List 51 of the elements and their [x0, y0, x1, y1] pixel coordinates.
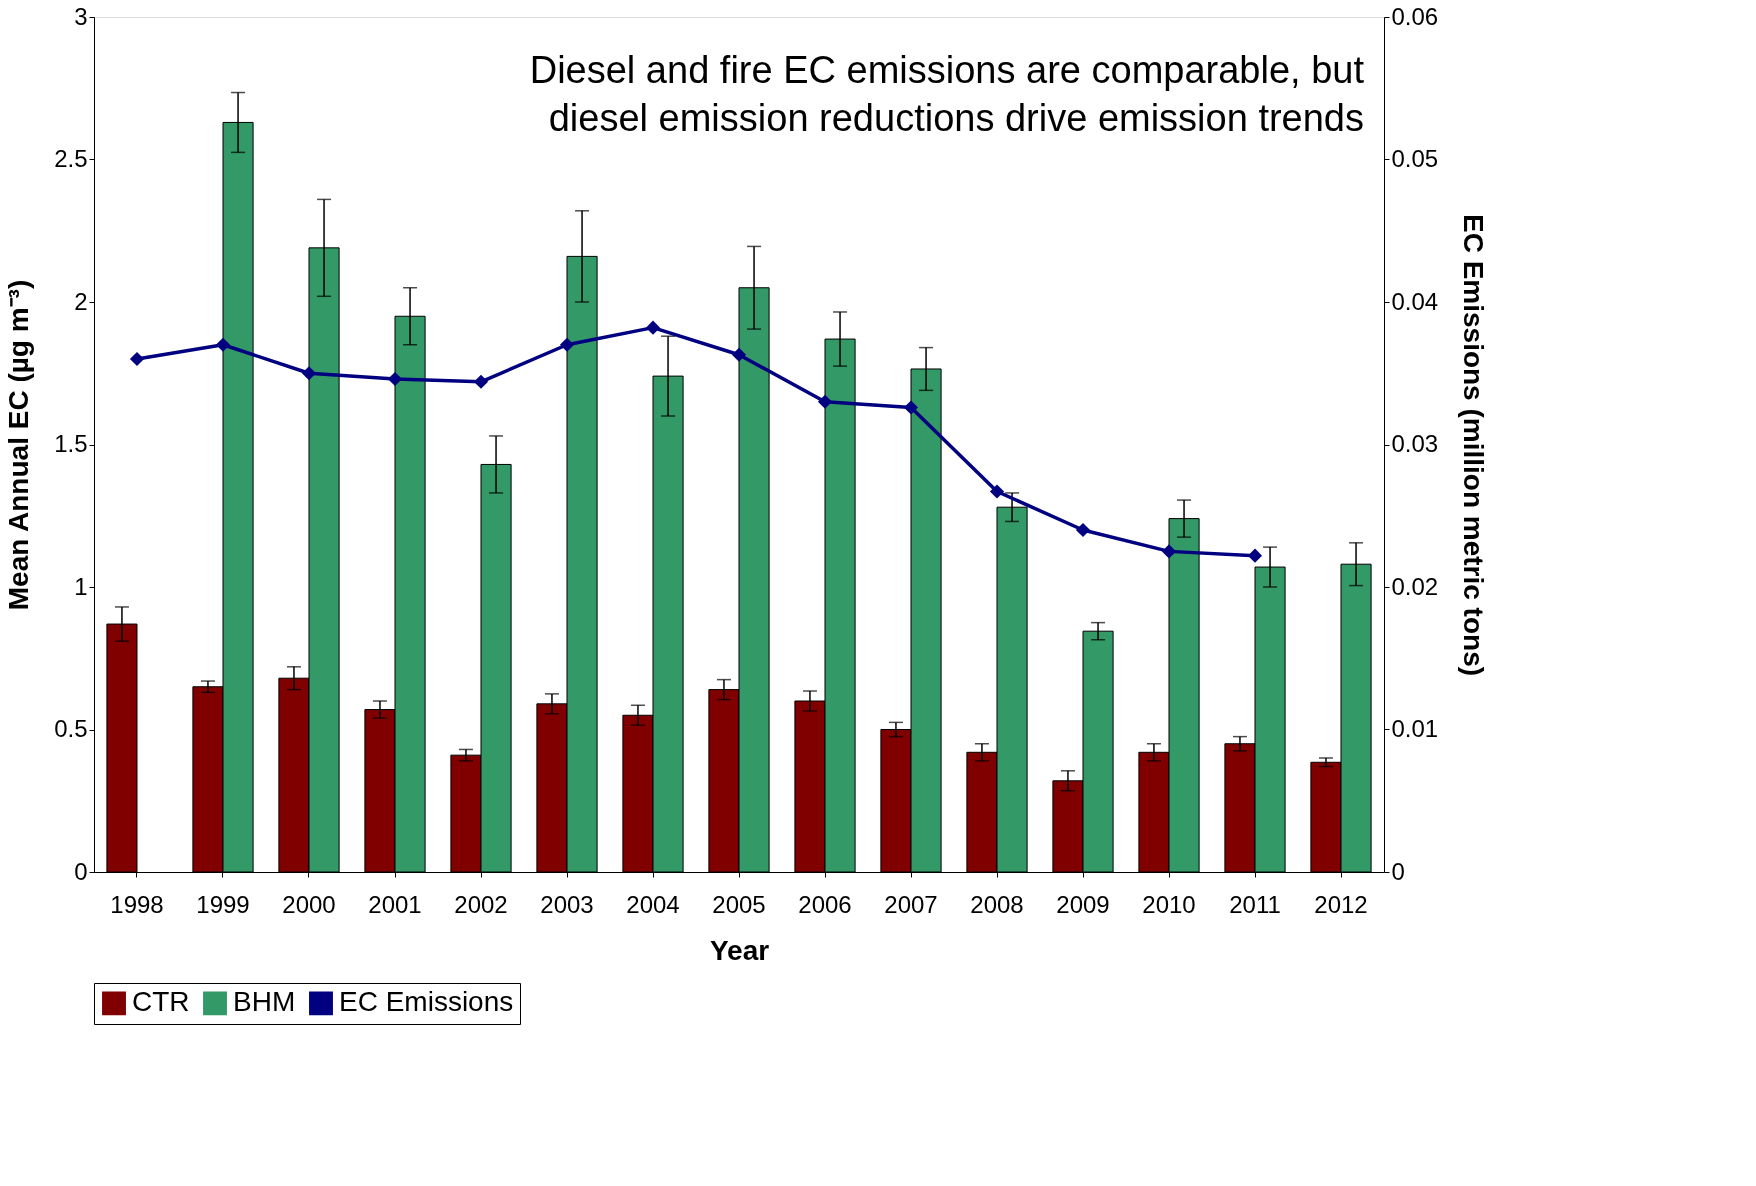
y-tick-label: 1 [74, 572, 88, 600]
y-tick-label: 1.5 [54, 430, 88, 457]
y2-tick-label: 0.04 [1391, 287, 1439, 315]
point [1247, 548, 1263, 563]
point [215, 337, 231, 352]
point [129, 351, 145, 367]
point [473, 374, 489, 389]
legend-label: BHM [233, 986, 296, 1018]
x-tick-label: 2005 [712, 890, 766, 918]
y-axis-title: Mean Annual EC (µg m⁻³) [3, 279, 35, 611]
point [301, 366, 317, 381]
x-tick-label: 1999 [196, 890, 250, 918]
point [903, 400, 919, 415]
y2-tick-label: 0.05 [1391, 145, 1439, 172]
y2-tick-label: 0.01 [1391, 715, 1439, 742]
point [1161, 544, 1177, 559]
y-tick-label: 2.5 [54, 145, 88, 172]
x-tick-label: 2003 [540, 890, 594, 918]
y2-tick-label: 0 [1391, 857, 1405, 885]
x-tick-label: 2002 [454, 890, 508, 918]
x-tick-label: 2004 [626, 890, 680, 918]
point [387, 371, 403, 387]
point [645, 320, 661, 335]
x-tick-label: 2006 [798, 890, 852, 918]
y-tick-label: 0 [74, 857, 88, 885]
x-tick-label: 1998 [110, 890, 164, 918]
x-tick-label: 2009 [1056, 890, 1110, 918]
y-tick-label: 3 [74, 2, 88, 30]
x-axis-title: Year [709, 934, 770, 966]
x-tick-label: 2000 [282, 890, 336, 918]
y2-tick-label: 0.02 [1391, 572, 1439, 600]
legend-label: EC Emissions [339, 986, 514, 1018]
x-tick-label: 2008 [970, 890, 1024, 918]
annotation: Diesel and fire EC emissions are comparable, but [529, 49, 1365, 91]
legend-label: CTR [132, 986, 190, 1018]
point [817, 394, 833, 409]
x-tick-label: 2010 [1142, 890, 1196, 918]
y-tick-label: 2 [74, 287, 88, 315]
y2-tick-label: 0.03 [1391, 430, 1439, 457]
x-tick-label: 2007 [884, 890, 938, 918]
point [559, 337, 575, 352]
point [989, 484, 1005, 499]
y2-tick-label: 0.06 [1391, 2, 1439, 30]
x-tick-label: 2011 [1229, 890, 1281, 918]
annotation: diesel emission reductions drive emission trends [548, 97, 1364, 139]
y-tick-label: 0.5 [54, 715, 88, 742]
y2-axis-title: EC Emissions (million metric tons) [1458, 213, 1490, 677]
point [1075, 522, 1091, 538]
x-tick-label: 2012 [1314, 890, 1368, 918]
x-tick-label: 2001 [368, 890, 422, 918]
point [731, 347, 747, 362]
